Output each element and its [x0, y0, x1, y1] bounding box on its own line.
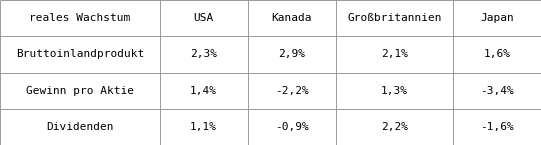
- Text: -3,4%: -3,4%: [480, 86, 514, 96]
- Text: 2,9%: 2,9%: [279, 49, 305, 59]
- Text: 1,1%: 1,1%: [190, 122, 217, 132]
- Text: 2,3%: 2,3%: [190, 49, 217, 59]
- Text: 2,1%: 2,1%: [381, 49, 408, 59]
- Text: Großbritannien: Großbritannien: [347, 13, 441, 23]
- Text: Dividenden: Dividenden: [46, 122, 114, 132]
- Text: 1,4%: 1,4%: [190, 86, 217, 96]
- Text: Gewinn pro Aktie: Gewinn pro Aktie: [26, 86, 134, 96]
- Text: -0,9%: -0,9%: [275, 122, 309, 132]
- Text: -1,6%: -1,6%: [480, 122, 514, 132]
- Text: reales Wachstum: reales Wachstum: [29, 13, 130, 23]
- Text: 1,6%: 1,6%: [484, 49, 510, 59]
- Text: Kanada: Kanada: [272, 13, 312, 23]
- Text: USA: USA: [194, 13, 214, 23]
- Text: -2,2%: -2,2%: [275, 86, 309, 96]
- Text: 1,3%: 1,3%: [381, 86, 408, 96]
- Text: Japan: Japan: [480, 13, 514, 23]
- Text: Bruttoinlandprodukt: Bruttoinlandprodukt: [16, 49, 144, 59]
- Text: 2,2%: 2,2%: [381, 122, 408, 132]
